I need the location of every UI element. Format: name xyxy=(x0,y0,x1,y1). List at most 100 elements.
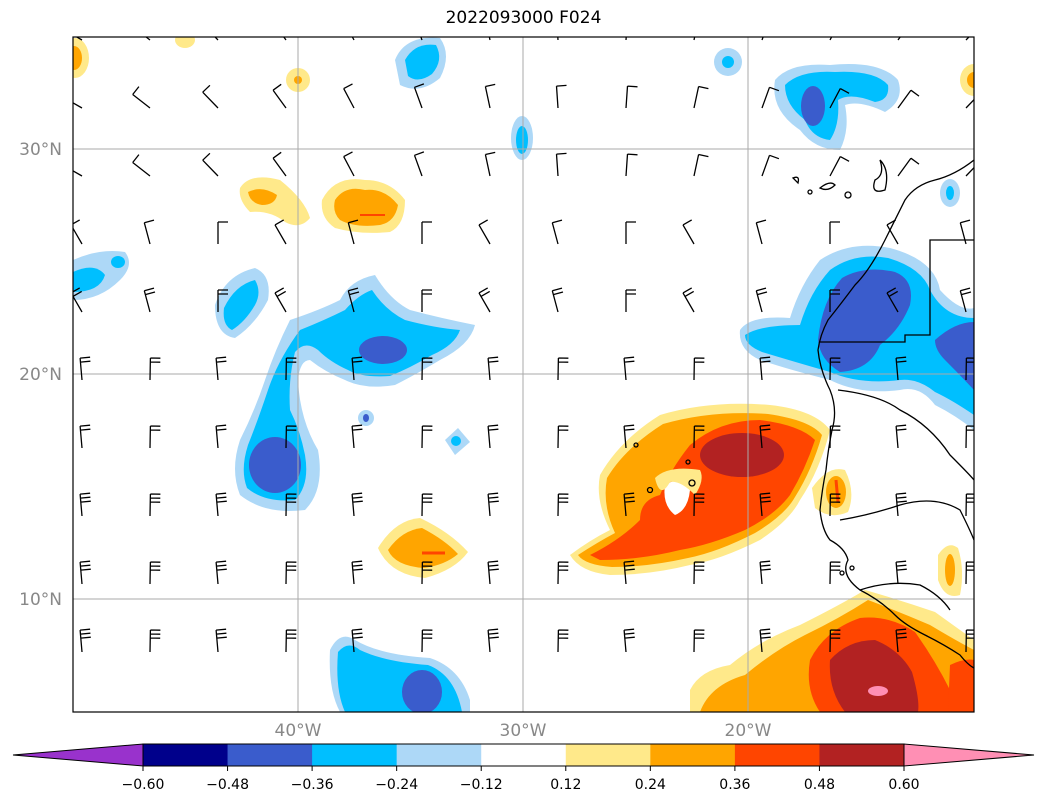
colorbar-cell xyxy=(734,744,820,766)
positive-anomaly-patch xyxy=(248,189,277,205)
wind-barb xyxy=(759,356,771,381)
wind-barb xyxy=(829,425,841,449)
wind-barb xyxy=(965,561,974,585)
wind-barb xyxy=(285,629,297,653)
wind-barb xyxy=(215,356,227,381)
wind-barb xyxy=(829,289,840,312)
lon-label-40w: 40°W xyxy=(275,721,322,741)
wind-barb xyxy=(555,152,567,177)
colorbar-cell xyxy=(819,744,905,766)
positive-anomaly-patch xyxy=(868,686,888,696)
wind-barb xyxy=(149,629,161,653)
canary-island xyxy=(807,189,813,195)
wind-barb xyxy=(421,357,433,381)
positive-anomaly-patch xyxy=(239,177,310,226)
wind-barb xyxy=(347,287,360,313)
wind-barb xyxy=(693,153,709,177)
wind-barb xyxy=(895,492,907,517)
wind-barb xyxy=(829,561,841,585)
wind-barb xyxy=(557,425,569,449)
wind-barb xyxy=(351,560,363,585)
wind-barb xyxy=(886,219,899,245)
wind-barb xyxy=(272,151,287,177)
wind-barb xyxy=(217,289,228,312)
wind-barb xyxy=(555,84,567,109)
wind-barb xyxy=(202,152,219,177)
wind-barb xyxy=(897,89,920,109)
negative-anomaly-patch xyxy=(935,322,974,390)
wind-barb xyxy=(959,219,971,245)
lon-label-20w: 20°W xyxy=(725,721,772,741)
wind-barb xyxy=(965,357,974,381)
canary-island xyxy=(844,191,852,199)
wind-barb xyxy=(285,357,297,381)
wind-barb xyxy=(421,629,433,653)
wind-barb xyxy=(965,493,974,517)
wind-barb xyxy=(413,151,425,177)
wind-barb xyxy=(215,628,227,653)
wind-barb xyxy=(274,219,287,245)
wind-barb xyxy=(693,629,705,653)
wind-barb xyxy=(623,492,635,517)
wind-barb xyxy=(965,166,974,177)
negative-anomaly-patch xyxy=(516,126,528,154)
wind-barb xyxy=(351,492,363,517)
wind-barb xyxy=(623,424,635,449)
wind-barb xyxy=(829,493,841,517)
positive-anomaly-patch xyxy=(829,640,919,712)
colorbar-tick-label: 0.24 xyxy=(635,777,666,793)
coastline xyxy=(633,159,974,669)
wind-barb xyxy=(79,424,91,449)
island xyxy=(849,565,855,571)
wind-barb xyxy=(693,561,705,585)
wind-barb xyxy=(413,83,425,109)
wind-barb xyxy=(79,560,91,585)
border xyxy=(839,500,974,541)
wind-barb xyxy=(351,628,363,653)
wind-barb xyxy=(274,287,287,313)
wind-barb xyxy=(895,424,907,449)
wind-barb xyxy=(829,156,850,177)
wind-barb xyxy=(551,219,563,245)
wind-barb xyxy=(149,425,161,449)
wind-barb xyxy=(895,560,907,585)
wind-barb xyxy=(755,287,768,313)
wind-barb xyxy=(693,357,705,381)
wind-barb xyxy=(487,424,499,449)
wind-barb xyxy=(897,157,920,177)
wind-barb xyxy=(759,424,771,449)
wind-barb xyxy=(149,561,161,585)
wind-barb xyxy=(623,356,635,381)
wind-barb xyxy=(693,493,705,517)
wind-barb xyxy=(478,219,491,245)
wind-barb xyxy=(759,628,771,653)
wind-barb xyxy=(829,357,841,381)
wind-barb xyxy=(421,289,432,312)
cape-verde-island xyxy=(633,442,639,448)
wind-barb xyxy=(895,628,907,653)
lat-label-10n: 10°N xyxy=(19,590,62,610)
wind-barb xyxy=(487,628,499,653)
wind-barb xyxy=(895,356,907,381)
negative-anomaly-patch xyxy=(223,280,259,330)
cape-verde-island xyxy=(646,486,654,494)
wind-barb xyxy=(625,221,636,244)
wind-barb xyxy=(625,153,638,177)
wind-barb xyxy=(484,83,496,109)
wind-barb xyxy=(215,424,227,449)
border xyxy=(837,389,974,481)
wind-barb xyxy=(202,84,219,109)
wind-barb xyxy=(285,561,297,585)
anomaly-fill-layer xyxy=(73,37,974,712)
negative-anomaly-patch xyxy=(359,336,407,364)
border xyxy=(859,582,951,611)
wind-barb xyxy=(625,85,638,109)
wind-barb xyxy=(761,86,780,109)
wind-barb xyxy=(557,493,569,517)
wind-barb xyxy=(693,85,709,109)
wind-barb xyxy=(682,219,695,245)
wind-barb xyxy=(487,492,499,517)
colorbar: −0.60 −0.48 −0.36 −0.24 −0.12 0.12 0.24 0.36 0.4… xyxy=(12,743,1035,793)
wind-barb xyxy=(143,219,155,245)
